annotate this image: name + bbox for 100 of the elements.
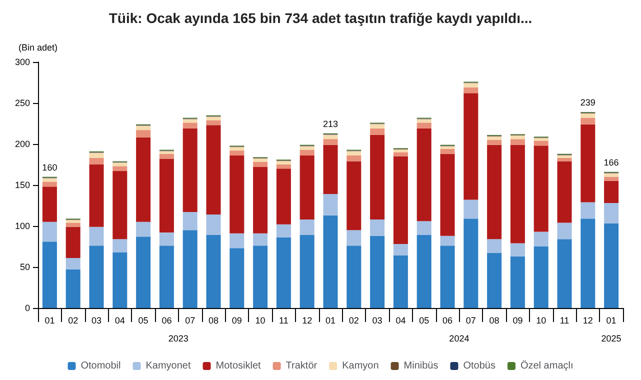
legend-label: Otobüs bbox=[463, 360, 496, 372]
bar bbox=[440, 154, 455, 236]
y-tick-label: 200 bbox=[14, 139, 30, 149]
bar bbox=[112, 171, 128, 240]
x-tick-label: 11 bbox=[279, 316, 288, 326]
bar bbox=[66, 226, 80, 258]
bar bbox=[464, 93, 478, 200]
bar bbox=[136, 130, 151, 138]
x-tick-label: 09 bbox=[512, 316, 523, 326]
x-tick-label: 08 bbox=[489, 316, 500, 326]
bar bbox=[42, 242, 57, 308]
bar bbox=[136, 137, 151, 222]
bar bbox=[276, 224, 291, 238]
bar bbox=[112, 239, 128, 252]
bar bbox=[276, 237, 291, 308]
total-label: 160 bbox=[42, 162, 58, 172]
bar bbox=[66, 258, 80, 270]
bar bbox=[534, 138, 548, 141]
x-tick-label: 07 bbox=[185, 316, 196, 326]
bar bbox=[182, 119, 198, 123]
bar bbox=[416, 221, 432, 236]
bar bbox=[440, 246, 455, 308]
x-tick-label: 02 bbox=[348, 316, 359, 326]
legend-label: Traktör bbox=[286, 360, 318, 372]
bar bbox=[89, 226, 104, 246]
bar bbox=[159, 232, 174, 246]
bar bbox=[580, 218, 596, 308]
bar bbox=[253, 233, 268, 246]
bar bbox=[393, 244, 408, 256]
bar bbox=[604, 224, 619, 308]
bar bbox=[534, 146, 548, 232]
bar bbox=[464, 83, 478, 88]
bar bbox=[300, 235, 314, 308]
bar bbox=[230, 248, 244, 308]
bar bbox=[346, 161, 362, 230]
bar bbox=[534, 232, 548, 246]
bar bbox=[253, 246, 268, 308]
bar bbox=[182, 230, 198, 308]
bar bbox=[346, 246, 362, 308]
bar bbox=[510, 144, 525, 244]
bar bbox=[580, 124, 596, 202]
total-label: 166 bbox=[604, 157, 619, 168]
x-tick-label: 04 bbox=[396, 316, 406, 326]
bar bbox=[276, 164, 291, 169]
y-tick-label: 50 bbox=[20, 262, 30, 272]
bar bbox=[253, 162, 268, 167]
y-axis-title: (Bin adet) bbox=[18, 42, 58, 52]
bar bbox=[206, 116, 221, 120]
bar bbox=[42, 178, 57, 182]
bar bbox=[136, 222, 151, 237]
bar bbox=[230, 155, 244, 234]
bar bbox=[230, 150, 244, 156]
legend-label: Motosiklet bbox=[216, 360, 262, 372]
bar bbox=[510, 256, 525, 308]
y-tick-label: 150 bbox=[14, 180, 30, 190]
x-tick-label: 01 bbox=[606, 316, 616, 326]
x-tick-label: 03 bbox=[372, 316, 382, 326]
bar bbox=[580, 202, 596, 219]
bar bbox=[323, 144, 338, 194]
bar bbox=[440, 148, 455, 154]
bar bbox=[42, 186, 57, 222]
bar bbox=[557, 239, 572, 308]
total-label: 213 bbox=[322, 118, 338, 129]
bar bbox=[253, 158, 268, 162]
bar bbox=[416, 128, 432, 222]
bar bbox=[276, 168, 291, 224]
bar bbox=[136, 236, 151, 308]
bar bbox=[89, 158, 104, 164]
bar bbox=[323, 215, 338, 308]
bar bbox=[300, 150, 314, 156]
x-tick-label: 09 bbox=[232, 316, 242, 326]
bar bbox=[604, 176, 619, 181]
bar bbox=[346, 230, 362, 246]
bar bbox=[206, 235, 221, 308]
bar bbox=[464, 218, 478, 308]
bar bbox=[370, 236, 385, 308]
bar bbox=[393, 149, 408, 152]
legend-label: Minibüs bbox=[404, 360, 438, 372]
legend-label: Otomobil bbox=[80, 360, 121, 372]
total-label: 239 bbox=[580, 98, 596, 108]
x-tick-label: 02 bbox=[68, 316, 78, 326]
bar bbox=[393, 256, 408, 308]
bar bbox=[66, 222, 80, 227]
x-tick-label: 12 bbox=[302, 316, 312, 326]
bar bbox=[323, 194, 338, 216]
bar bbox=[487, 253, 502, 308]
text: 2024 bbox=[449, 334, 470, 344]
bar bbox=[604, 173, 619, 177]
bar bbox=[393, 156, 408, 244]
x-tick-label: 06 bbox=[162, 316, 172, 326]
bar bbox=[253, 166, 268, 234]
bar bbox=[557, 161, 572, 223]
bar bbox=[300, 155, 314, 220]
bar bbox=[136, 126, 151, 130]
y-tick-label: 0 bbox=[24, 303, 30, 313]
bar bbox=[182, 122, 198, 128]
x-tick-label: 01 bbox=[44, 316, 55, 326]
bar bbox=[464, 200, 478, 219]
bar bbox=[416, 119, 432, 123]
bar bbox=[112, 252, 128, 308]
